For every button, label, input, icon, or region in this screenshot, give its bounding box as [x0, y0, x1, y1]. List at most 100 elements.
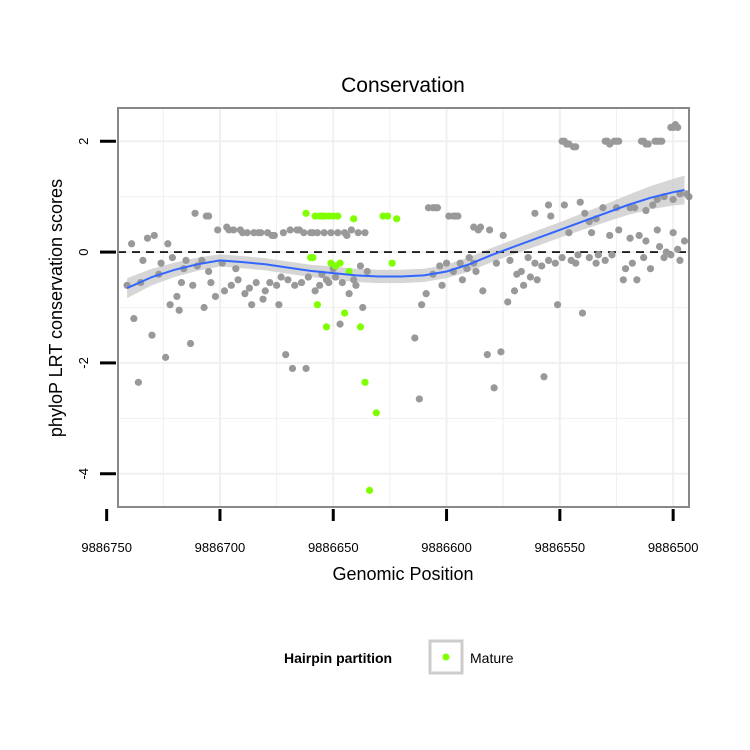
- data-point-other: [266, 278, 274, 287]
- data-point-other: [161, 353, 170, 361]
- x-tick-label: 9886600: [421, 540, 472, 555]
- data-point-other: [347, 226, 355, 234]
- data-point-other: [257, 229, 265, 237]
- data-point-mature: [388, 259, 396, 267]
- data-point-other: [198, 256, 206, 264]
- data-point-other: [519, 281, 528, 289]
- data-point-other: [510, 287, 519, 295]
- data-point-other: [284, 276, 292, 284]
- data-point-other: [504, 298, 512, 306]
- data-point-other: [628, 259, 636, 267]
- data-point-other: [356, 262, 365, 270]
- data-point-other: [336, 320, 344, 328]
- data-point-other: [615, 137, 623, 145]
- data-point-other: [642, 206, 650, 215]
- data-point-other: [490, 384, 498, 392]
- data-point-other: [311, 287, 319, 295]
- data-point-other: [631, 204, 639, 212]
- data-point-other: [279, 229, 288, 237]
- mature-points-layer: [302, 209, 401, 494]
- data-point-other: [300, 229, 308, 237]
- data-point-other: [533, 276, 541, 284]
- data-point-other: [359, 303, 367, 312]
- smooth-line: [126, 189, 685, 290]
- data-point-mature: [302, 209, 310, 217]
- data-point-other: [655, 242, 664, 251]
- data-point-other: [517, 267, 525, 276]
- data-point-other: [558, 254, 566, 262]
- y-tick-label: 0: [76, 248, 91, 255]
- data-point-other: [599, 204, 607, 212]
- data-point-other: [640, 254, 648, 262]
- x-axis-title: Genomic Position: [332, 564, 473, 584]
- data-point-other: [594, 251, 602, 259]
- data-point-other: [411, 334, 419, 342]
- data-point-other: [456, 259, 464, 267]
- data-point-other: [635, 231, 643, 240]
- data-point-other: [492, 259, 501, 267]
- data-point-other: [320, 229, 328, 237]
- data-point-other: [578, 309, 587, 317]
- data-point-other: [433, 204, 442, 212]
- data-point-other: [139, 256, 147, 264]
- data-point-other: [574, 251, 582, 259]
- data-point-other: [438, 281, 446, 289]
- data-point-other: [306, 229, 315, 237]
- data-point-other: [143, 234, 152, 242]
- data-point-other: [658, 137, 666, 145]
- data-point-other: [214, 226, 222, 234]
- data-point-other: [649, 201, 657, 209]
- data-point-other: [175, 306, 183, 314]
- data-point-other: [207, 278, 215, 287]
- data-point-other: [229, 226, 238, 234]
- data-point-other: [526, 273, 534, 281]
- data-point-other: [189, 281, 197, 289]
- data-point-other: [200, 303, 208, 312]
- data-point-other: [619, 276, 627, 284]
- legend-key-mature-marker: [442, 653, 450, 661]
- data-point-other: [458, 276, 467, 284]
- y-axis-title: phyloP LRT conservation scores: [46, 179, 66, 437]
- data-point-other: [191, 209, 199, 217]
- x-tick-label: 9886700: [195, 540, 246, 555]
- data-point-other: [633, 276, 641, 284]
- data-point-mature: [350, 215, 358, 223]
- data-point-other: [236, 226, 244, 234]
- data-point-other: [565, 229, 573, 237]
- data-point-other: [304, 273, 312, 281]
- data-point-other: [363, 267, 371, 276]
- data-point-other: [182, 256, 190, 264]
- data-point-mature: [345, 267, 353, 276]
- data-point-other: [291, 281, 299, 289]
- data-point-mature: [365, 486, 374, 494]
- data-point-other: [669, 229, 677, 237]
- data-point-other: [340, 229, 349, 237]
- data-point-mature: [384, 212, 392, 220]
- data-point-other: [644, 140, 652, 148]
- data-point-other: [211, 292, 220, 301]
- data-point-other: [646, 265, 655, 273]
- x-tick-label: 9886750: [81, 540, 132, 555]
- data-point-other: [653, 195, 661, 204]
- data-point-other: [297, 278, 306, 287]
- data-point-other: [148, 331, 156, 339]
- data-point-other: [205, 212, 213, 220]
- data-point-other: [164, 240, 172, 248]
- data-point-other: [261, 287, 269, 295]
- y-axis: 2 0 -2 -4: [76, 138, 116, 480]
- data-point-other: [345, 290, 353, 298]
- data-point-mature: [361, 378, 369, 386]
- data-point-other: [334, 229, 342, 237]
- data-point-other: [205, 267, 213, 276]
- data-point-mature: [334, 212, 342, 220]
- legend-key-box: [428, 639, 464, 675]
- data-point-other: [418, 301, 426, 309]
- data-point-other: [576, 198, 584, 206]
- x-tick-label: 9886500: [648, 540, 699, 555]
- data-point-mature: [313, 301, 321, 309]
- x-tick-label: 9886650: [308, 540, 359, 555]
- data-point-other: [293, 226, 301, 234]
- data-point-other: [302, 364, 310, 373]
- data-point-other: [587, 229, 596, 237]
